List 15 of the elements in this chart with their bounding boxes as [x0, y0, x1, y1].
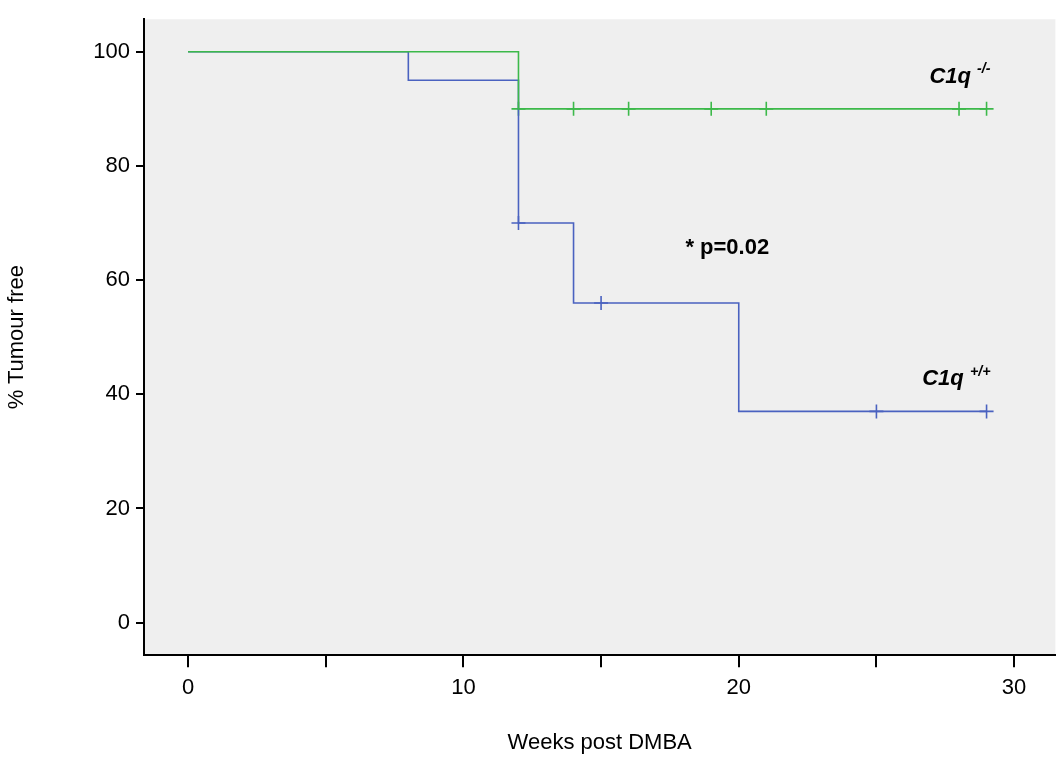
y-tick-label: 0 [117, 608, 130, 634]
series-label: C1q -/- [929, 59, 991, 88]
series-label: C1q +/+ [922, 362, 992, 391]
y-tick-label: 80 [105, 151, 130, 177]
annotation: * p=0.02 [685, 234, 770, 260]
x-axis-title: Weeks post DMBA [507, 728, 693, 754]
x-tick-label: 20 [726, 674, 751, 700]
x-tick-label: 0 [181, 674, 195, 700]
y-tick-label: 40 [105, 380, 130, 406]
y-axis-title: % Tumour free [3, 265, 29, 410]
y-tick-label: 60 [105, 266, 130, 292]
x-tick-label: 30 [1001, 674, 1027, 700]
y-tick-label: 100 [93, 37, 130, 63]
x-tick-label: 10 [451, 674, 476, 700]
y-tick-label: 20 [105, 494, 130, 520]
